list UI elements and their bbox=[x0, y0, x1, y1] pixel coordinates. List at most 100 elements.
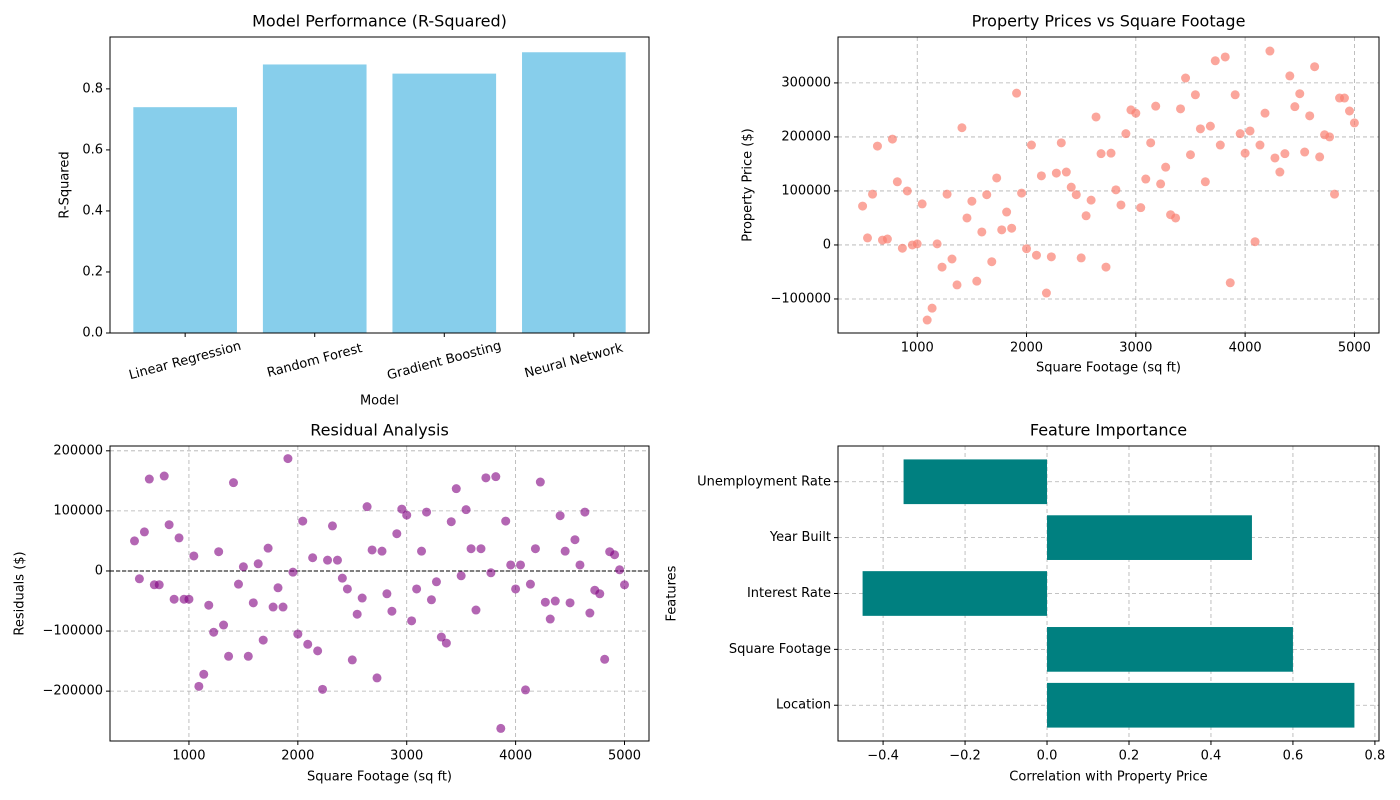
point bbox=[431, 577, 441, 587]
point bbox=[387, 606, 397, 616]
point bbox=[555, 511, 565, 521]
point bbox=[1230, 90, 1240, 100]
point bbox=[540, 597, 550, 607]
point bbox=[1220, 52, 1230, 62]
point bbox=[1265, 46, 1275, 56]
point bbox=[1325, 132, 1335, 142]
point bbox=[521, 685, 531, 695]
point bbox=[327, 521, 337, 531]
y-tick-label: 200000 bbox=[53, 443, 103, 458]
point bbox=[932, 239, 942, 249]
x-tick-label: 2000 bbox=[281, 749, 314, 764]
point bbox=[550, 596, 560, 606]
point bbox=[347, 655, 357, 665]
point bbox=[323, 555, 333, 565]
point bbox=[615, 565, 625, 575]
point bbox=[1022, 244, 1032, 254]
point bbox=[451, 484, 461, 494]
point bbox=[278, 602, 288, 612]
point bbox=[293, 629, 303, 639]
y-tick-label: Interest Rate bbox=[747, 586, 831, 601]
point bbox=[154, 580, 164, 590]
point bbox=[1185, 150, 1195, 160]
axes-frame bbox=[837, 36, 1380, 334]
y-tick-label: 0.2 bbox=[82, 264, 103, 279]
point bbox=[535, 477, 545, 487]
y-tick-label: 0 bbox=[95, 563, 103, 578]
point bbox=[377, 546, 387, 556]
point bbox=[1046, 252, 1056, 262]
point bbox=[318, 684, 328, 694]
point bbox=[1344, 106, 1354, 116]
bar bbox=[903, 459, 1048, 505]
point bbox=[917, 199, 927, 209]
y-tick-label: 100000 bbox=[781, 183, 831, 198]
point bbox=[1051, 168, 1061, 178]
point bbox=[922, 315, 932, 325]
y-tick-label: 300000 bbox=[781, 75, 831, 90]
point bbox=[233, 579, 243, 589]
point bbox=[580, 507, 590, 517]
point bbox=[987, 257, 997, 267]
point bbox=[1310, 62, 1320, 72]
y-tick-label: −200000 bbox=[42, 684, 103, 699]
point bbox=[1300, 147, 1310, 157]
point bbox=[511, 584, 521, 594]
point bbox=[1225, 278, 1235, 288]
x-tick-label: −0.2 bbox=[949, 749, 981, 764]
y-tick-label: Unemployment Rate bbox=[697, 474, 831, 489]
x-tick-label: 3000 bbox=[390, 749, 423, 764]
point bbox=[530, 544, 540, 554]
point bbox=[496, 723, 506, 733]
point bbox=[501, 516, 511, 526]
point bbox=[1315, 152, 1325, 162]
y-tick-label: 0.8 bbox=[82, 81, 103, 96]
point bbox=[902, 186, 912, 196]
bar bbox=[1047, 515, 1252, 560]
y-axis-label: Residuals ($) bbox=[13, 551, 28, 635]
chart-title: Feature Importance bbox=[1030, 421, 1187, 440]
point bbox=[1280, 149, 1290, 159]
point bbox=[565, 598, 575, 608]
chart-title: Residual Analysis bbox=[310, 421, 449, 440]
x-tick-label: 2000 bbox=[1010, 341, 1043, 356]
point bbox=[1285, 71, 1295, 81]
point bbox=[1031, 250, 1041, 260]
point bbox=[962, 213, 972, 223]
point bbox=[189, 551, 199, 561]
point bbox=[491, 472, 501, 482]
point bbox=[1012, 88, 1022, 98]
point bbox=[1131, 108, 1141, 118]
point bbox=[1091, 112, 1101, 122]
point bbox=[972, 276, 982, 286]
point bbox=[1002, 207, 1012, 217]
x-axis-label: Correlation with Property Price bbox=[1009, 770, 1207, 785]
x-tick-label: Random Forest bbox=[266, 341, 364, 381]
point bbox=[1081, 211, 1091, 221]
point bbox=[1190, 90, 1200, 100]
point bbox=[1305, 111, 1315, 121]
x-tick-label: 5000 bbox=[1338, 341, 1371, 356]
y-tick-label: −100000 bbox=[42, 624, 103, 639]
point bbox=[947, 254, 957, 264]
point bbox=[1121, 129, 1131, 139]
point bbox=[1250, 237, 1260, 247]
point bbox=[209, 627, 219, 637]
y-tick-label: 0.6 bbox=[82, 142, 103, 157]
bar bbox=[1047, 627, 1293, 672]
point bbox=[570, 535, 580, 545]
point bbox=[1101, 262, 1111, 272]
bar bbox=[1047, 682, 1355, 728]
point bbox=[1349, 118, 1359, 128]
point bbox=[937, 262, 947, 272]
point bbox=[1161, 162, 1171, 172]
point bbox=[1171, 213, 1181, 223]
point bbox=[263, 543, 273, 553]
x-tick-label: Gradient Boosting bbox=[386, 339, 503, 384]
point bbox=[1151, 101, 1161, 111]
point bbox=[214, 547, 224, 557]
y-tick-label: 0 bbox=[823, 237, 831, 252]
y-tick-label: Year Built bbox=[769, 530, 831, 545]
point bbox=[461, 505, 471, 515]
